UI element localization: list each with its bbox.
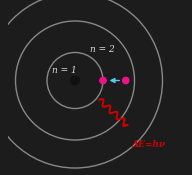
Text: n = 2: n = 2 — [90, 45, 114, 54]
Circle shape — [100, 77, 106, 84]
Text: ΔE=hν: ΔE=hν — [132, 140, 166, 149]
Circle shape — [123, 77, 129, 84]
Circle shape — [71, 76, 79, 85]
Text: n = 1: n = 1 — [52, 66, 77, 75]
